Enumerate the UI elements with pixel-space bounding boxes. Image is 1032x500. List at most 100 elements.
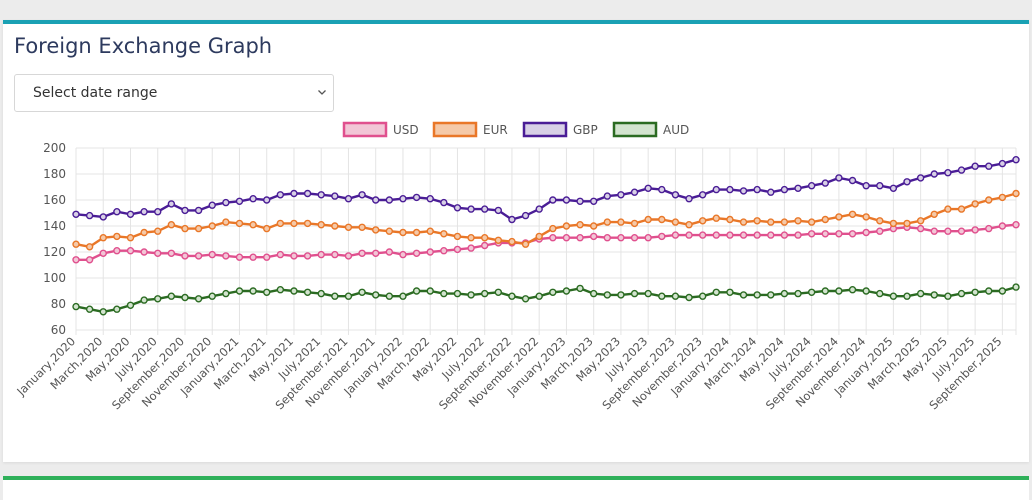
data-point-eur[interactable]: [998, 193, 1007, 202]
data-point-gbp[interactable]: [399, 194, 407, 203]
data-point-eur[interactable]: [385, 227, 394, 235]
data-point-usd[interactable]: [807, 230, 816, 238]
data-point-aud[interactable]: [957, 289, 966, 298]
data-point-eur[interactable]: [181, 224, 189, 233]
data-point-aud[interactable]: [249, 287, 257, 295]
data-point-aud[interactable]: [889, 292, 898, 300]
data-point-gbp[interactable]: [113, 207, 121, 216]
data-point-usd[interactable]: [467, 244, 475, 252]
data-point-eur[interactable]: [549, 224, 557, 233]
data-point-eur[interactable]: [521, 240, 530, 248]
data-point-usd[interactable]: [113, 246, 121, 255]
data-point-usd[interactable]: [957, 227, 966, 235]
data-point-gbp[interactable]: [344, 194, 353, 203]
data-point-eur[interactable]: [630, 219, 639, 228]
data-point-aud[interactable]: [998, 287, 1007, 295]
data-point-eur[interactable]: [467, 233, 475, 242]
data-point-gbp[interactable]: [985, 162, 993, 170]
data-point-gbp[interactable]: [658, 185, 666, 194]
data-point-gbp[interactable]: [562, 196, 571, 204]
data-point-gbp[interactable]: [835, 174, 843, 182]
data-point-eur[interactable]: [1012, 189, 1020, 198]
data-point-usd[interactable]: [181, 252, 189, 260]
data-point-gbp[interactable]: [181, 206, 189, 215]
data-point-usd[interactable]: [194, 252, 203, 260]
data-point-usd[interactable]: [453, 245, 462, 254]
data-point-aud[interactable]: [589, 289, 598, 298]
data-point-gbp[interactable]: [630, 188, 639, 196]
data-point-aud[interactable]: [222, 289, 230, 298]
data-point-usd[interactable]: [372, 249, 380, 258]
data-point-aud[interactable]: [126, 301, 135, 309]
data-point-gbp[interactable]: [603, 192, 612, 200]
data-point-eur[interactable]: [658, 215, 666, 224]
data-point-gbp[interactable]: [480, 205, 489, 213]
data-point-usd[interactable]: [862, 228, 870, 237]
data-point-aud[interactable]: [835, 287, 843, 295]
data-point-usd[interactable]: [440, 246, 448, 255]
data-point-eur[interactable]: [113, 232, 121, 241]
data-point-eur[interactable]: [290, 219, 298, 228]
data-point-usd[interactable]: [698, 231, 707, 239]
data-point-gbp[interactable]: [671, 191, 680, 199]
data-point-usd[interactable]: [303, 252, 312, 260]
data-point-aud[interactable]: [985, 287, 993, 295]
data-point-usd[interactable]: [154, 249, 162, 258]
data-point-aud[interactable]: [181, 293, 189, 302]
data-point-aud[interactable]: [630, 289, 639, 298]
data-point-usd[interactable]: [72, 256, 80, 264]
data-point-aud[interactable]: [971, 288, 979, 296]
data-point-aud[interactable]: [930, 291, 938, 299]
data-point-eur[interactable]: [208, 222, 216, 230]
data-point-aud[interactable]: [426, 287, 434, 295]
data-point-aud[interactable]: [480, 289, 489, 298]
data-point-usd[interactable]: [562, 233, 571, 242]
data-point-aud[interactable]: [862, 287, 870, 295]
data-point-eur[interactable]: [222, 218, 230, 226]
data-point-gbp[interactable]: [85, 211, 94, 220]
data-point-eur[interactable]: [372, 226, 380, 234]
data-point-gbp[interactable]: [644, 184, 652, 193]
data-point-gbp[interactable]: [862, 181, 870, 190]
data-point-eur[interactable]: [535, 232, 543, 241]
data-point-gbp[interactable]: [358, 191, 366, 199]
data-point-usd[interactable]: [358, 249, 366, 258]
data-point-aud[interactable]: [753, 291, 761, 299]
data-point-eur[interactable]: [889, 219, 898, 228]
data-point-usd[interactable]: [821, 230, 829, 238]
data-point-eur[interactable]: [249, 220, 257, 229]
data-point-eur[interactable]: [603, 218, 612, 226]
data-point-eur[interactable]: [985, 196, 993, 204]
data-point-usd[interactable]: [576, 233, 584, 242]
data-point-gbp[interactable]: [916, 174, 925, 182]
data-point-eur[interactable]: [794, 217, 802, 225]
data-point-usd[interactable]: [263, 253, 271, 261]
data-point-gbp[interactable]: [99, 213, 107, 221]
data-point-aud[interactable]: [167, 292, 176, 300]
data-point-usd[interactable]: [630, 233, 639, 242]
data-point-aud[interactable]: [99, 308, 107, 316]
data-point-gbp[interactable]: [290, 189, 298, 198]
data-point-aud[interactable]: [494, 288, 503, 296]
data-point-aud[interactable]: [603, 291, 612, 299]
data-point-aud[interactable]: [576, 284, 584, 293]
data-point-aud[interactable]: [372, 291, 380, 299]
data-point-gbp[interactable]: [821, 179, 829, 187]
data-point-usd[interactable]: [794, 231, 802, 239]
data-point-eur[interactable]: [876, 217, 884, 225]
data-point-eur[interactable]: [753, 217, 761, 225]
data-point-eur[interactable]: [739, 218, 748, 226]
data-point-aud[interactable]: [194, 295, 203, 303]
data-point-usd[interactable]: [1012, 220, 1020, 229]
data-point-eur[interactable]: [698, 217, 707, 225]
data-point-eur[interactable]: [331, 222, 339, 230]
data-point-aud[interactable]: [385, 292, 394, 300]
data-point-gbp[interactable]: [876, 181, 884, 190]
data-point-usd[interactable]: [412, 249, 421, 258]
data-point-gbp[interactable]: [617, 191, 625, 199]
data-point-gbp[interactable]: [440, 198, 448, 207]
data-point-usd[interactable]: [930, 227, 938, 235]
data-point-aud[interactable]: [85, 305, 94, 313]
data-point-eur[interactable]: [494, 236, 503, 245]
data-point-usd[interactable]: [290, 252, 298, 260]
